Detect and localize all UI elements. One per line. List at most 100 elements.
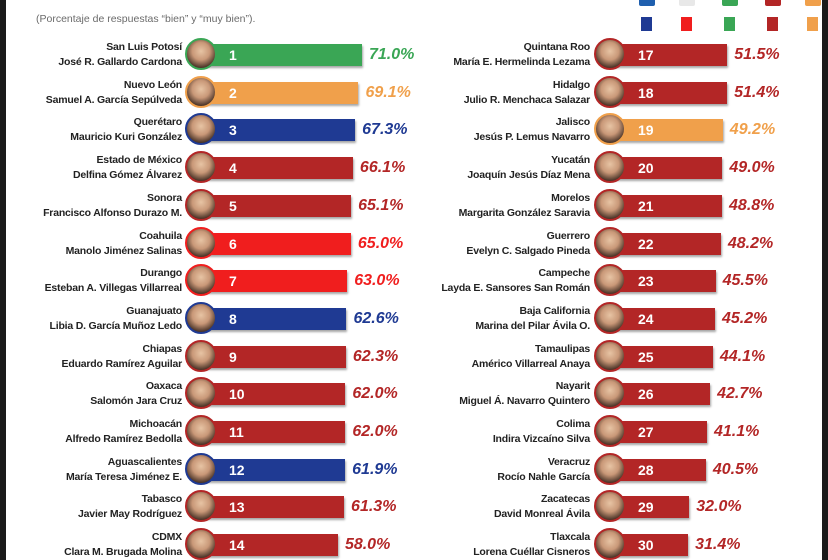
governor-name: Libia D. García Muñoz Ledo: [49, 319, 183, 332]
governor-name: Samuel A. García Sepúlveda: [45, 93, 182, 106]
row-label: Baja California Marina del Pilar Ávila O.: [390, 304, 590, 334]
bar: [205, 44, 362, 66]
bar: [614, 534, 689, 557]
governor-name: José R. Gallardo Cardona: [58, 56, 182, 68]
right-border: [822, 0, 828, 560]
governor-photo: [594, 38, 626, 70]
governor-name: Esteban A. Villegas Villarreal: [44, 282, 183, 295]
rank-label: 17: [638, 47, 654, 63]
governor-name: Mauricio Kuri González: [70, 131, 182, 144]
rank-label: 19: [638, 122, 654, 139]
governor-photo: [185, 264, 217, 297]
governor-photo: [185, 490, 217, 523]
legend-swatch: [681, 17, 692, 31]
bar: [205, 307, 347, 330]
value-label: 61.9%: [352, 460, 398, 478]
bar: [205, 194, 352, 217]
governor-photo: [594, 264, 626, 297]
morena-logo-icon: [765, 0, 781, 6]
governor-photo: [594, 113, 626, 146]
governor-photo: [185, 226, 217, 259]
rank-label: 26: [638, 386, 654, 403]
chart-subtitle: (Porcentaje de respuestas “bien” y “muy …: [36, 13, 256, 25]
rank-label: 12: [229, 461, 245, 478]
legend-swatch: [767, 17, 778, 31]
rank-label: 9: [229, 348, 237, 365]
rank-label: 6: [229, 235, 237, 252]
value-label: 40.5%: [712, 460, 759, 478]
bar: [205, 534, 338, 557]
pri-logo-icon: [679, 0, 695, 6]
value-label: 31.4%: [695, 536, 741, 554]
pvem-logo-icon: [722, 0, 738, 6]
state-name: Hidalgo: [552, 78, 590, 91]
state-name: Coahuila: [139, 229, 182, 242]
bar: [614, 157, 723, 180]
left-border: [0, 0, 6, 560]
rank-label: 18: [638, 84, 654, 101]
rank-label: 3: [229, 122, 237, 139]
state-name: CDMX: [151, 531, 182, 544]
row-label: Quintana Roo María E. Hermelinda Lezama: [390, 40, 590, 70]
governor-name: Salomón Jara Cruz: [90, 395, 182, 408]
rank-label: 24: [638, 310, 654, 327]
rank-label: 1: [229, 47, 237, 63]
governor-name: Julio R. Menchaca Salazar: [463, 93, 591, 106]
bar: [205, 81, 359, 104]
rank-label: 20: [638, 160, 654, 177]
governor-photo: [185, 113, 217, 146]
value-label: 48.2%: [727, 234, 774, 252]
pan-logo-icon: [639, 0, 655, 6]
governor-name: Marina del Pilar Ávila O.: [475, 319, 590, 332]
governor-photo: [185, 415, 217, 447]
bar: [205, 345, 346, 368]
rank-label: 2: [229, 84, 237, 101]
bar: [614, 81, 728, 104]
governor-name: David Monreal Ávila: [494, 508, 590, 521]
legend-swatch: [641, 17, 652, 31]
governor-photo: [594, 415, 626, 447]
bar: [614, 345, 713, 368]
value-label: 62.6%: [353, 309, 399, 327]
governor-name: Layda E. Sansores San Román: [441, 282, 590, 295]
governor-photo: [185, 339, 217, 372]
governor-photo: [185, 151, 217, 184]
row-label: Yucatán Joaquín Jesús Díaz Mena: [390, 153, 590, 183]
row-label: Guerrero Evelyn C. Salgado Pineda: [390, 229, 590, 259]
state-name: Morelos: [551, 191, 590, 204]
state-name: Campeche: [538, 267, 590, 280]
state-name: Zacatecas: [541, 493, 590, 506]
row-label: Durango Esteban A. Villegas Villarreal: [0, 266, 183, 296]
bar: [614, 383, 711, 406]
bar: [614, 194, 723, 217]
row-label: Estado de México Delfina Gómez Álvarez: [0, 153, 182, 183]
legend-swatch: [807, 17, 818, 31]
state-name: Quintana Roo: [523, 41, 591, 53]
state-name: Querétaro: [133, 116, 183, 129]
state-name: Durango: [140, 267, 182, 280]
governor-name: Jesús P. Lemus Navarro: [473, 131, 590, 144]
row-label: San Luis Potosí José R. Gallardo Cardona: [0, 40, 182, 70]
governor-photo: [594, 151, 626, 184]
value-label: 41.1%: [714, 423, 760, 440]
value-label: 65.0%: [357, 234, 404, 252]
governor-photo: [185, 38, 217, 70]
value-label: 66.1%: [359, 159, 406, 177]
state-name: Sonora: [147, 191, 182, 204]
state-name: Tabasco: [141, 493, 183, 506]
value-label: 51.4%: [734, 83, 780, 101]
governor-photo: [594, 301, 626, 334]
state-name: Tamaulipas: [535, 342, 590, 355]
row-label: Nuevo León Samuel A. García Sepúlveda: [0, 78, 182, 108]
bar: [205, 270, 348, 293]
state-name: Nuevo León: [123, 78, 182, 91]
state-name: Guanajuato: [126, 304, 182, 317]
rank-label: 5: [229, 197, 237, 214]
bar: [614, 496, 690, 519]
governor-name: Javier May Rodríguez: [78, 508, 182, 521]
governor-name: Rocío Nahle García: [497, 470, 590, 483]
row-label: Morelos Margarita González Saravia: [390, 191, 591, 221]
governor-name: Evelyn C. Salgado Pineda: [466, 244, 590, 257]
value-label: 32.0%: [696, 498, 742, 516]
row-label: Campeche Layda E. Sansores San Román: [390, 266, 590, 296]
